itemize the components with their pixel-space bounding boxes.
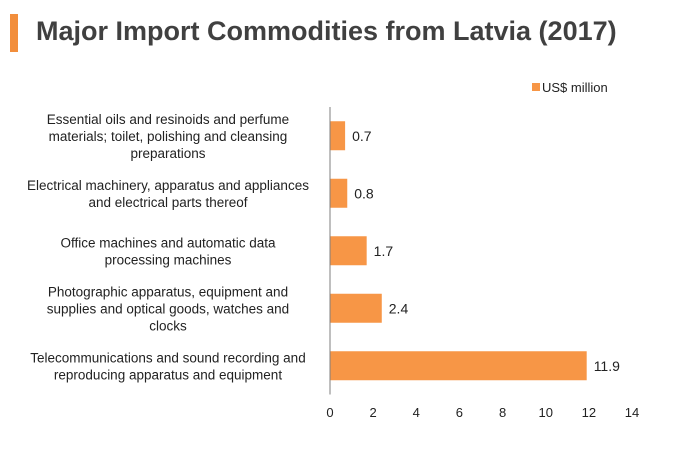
category-label: Essential oils and resinoids and perfume… xyxy=(47,112,289,161)
data-label: 2.4 xyxy=(389,300,409,316)
bar xyxy=(330,293,382,323)
chart-title: Major Import Commodities from Latvia (20… xyxy=(36,16,617,46)
bar xyxy=(330,121,346,151)
bar xyxy=(330,236,367,266)
x-tick-label: 6 xyxy=(456,405,463,420)
bar xyxy=(330,351,587,381)
data-label: 0.7 xyxy=(352,128,372,144)
x-tick-label: 8 xyxy=(499,405,506,420)
x-tick-label: 14 xyxy=(625,405,639,420)
x-tick-label: 10 xyxy=(538,405,552,420)
data-label: 11.9 xyxy=(594,358,620,374)
category-label: Electrical machinery, apparatus and appl… xyxy=(27,178,309,210)
x-tick-label: 2 xyxy=(370,405,377,420)
category-label: Photographic apparatus, equipment and sup… xyxy=(47,284,289,333)
x-tick-label: 4 xyxy=(413,405,420,420)
x-tick-label: 12 xyxy=(582,405,596,420)
title-accent-bar xyxy=(10,14,18,52)
x-tick-label: 0 xyxy=(326,405,333,420)
legend-swatch xyxy=(532,83,540,91)
category-label: Office machines and automatic data proces… xyxy=(60,235,276,267)
data-label: 1.7 xyxy=(374,243,394,259)
bar xyxy=(330,178,348,208)
data-label: 0.8 xyxy=(354,185,374,201)
legend-label: US$ million xyxy=(542,80,608,95)
category-label: Telecommunications and sound recording a… xyxy=(30,350,305,382)
